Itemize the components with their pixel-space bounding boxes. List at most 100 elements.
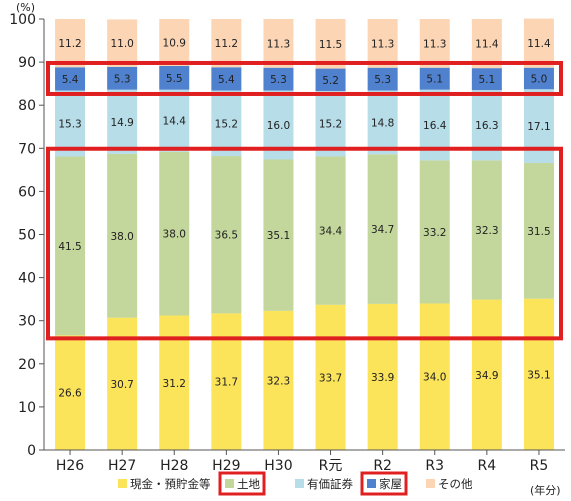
data-label: 5.3 [114, 73, 131, 85]
data-label: 11.4 [475, 39, 499, 51]
data-label: 15.2 [215, 118, 238, 130]
y-tick-label: 20 [18, 357, 36, 373]
y-tick-label: 90 [18, 55, 36, 71]
bar-segment [211, 19, 242, 68]
bar-segment [211, 156, 242, 314]
legend-label: 有価証券 [307, 477, 353, 491]
data-label: 41.5 [58, 241, 81, 253]
data-label: 5.4 [218, 74, 235, 86]
bar-segment [471, 19, 502, 69]
y-tick-label: 70 [18, 141, 36, 157]
bar-segment [55, 19, 86, 68]
data-label: 16.0 [267, 120, 290, 132]
data-label: 34.7 [371, 224, 394, 236]
x-tick-label: H27 [108, 458, 136, 474]
data-label: 11.2 [58, 38, 81, 50]
bar-segment [159, 89, 190, 152]
legend-swatch [225, 479, 234, 488]
data-label: 33.2 [423, 227, 446, 239]
legend-label: 家屋 [379, 477, 402, 491]
bar-segment [55, 90, 86, 157]
legend-swatch [426, 479, 435, 488]
data-label: 10.9 [163, 37, 186, 49]
bar-segment [159, 19, 190, 66]
highlight-box [46, 146, 563, 341]
data-label: 16.3 [475, 120, 498, 132]
bar-segment [107, 66, 138, 90]
bar-segment [159, 65, 190, 90]
bar-segment [211, 90, 242, 157]
bar-segment [419, 303, 450, 450]
data-label: 36.5 [215, 230, 238, 242]
y-tick-label: 10 [18, 400, 36, 416]
bars [55, 18, 554, 450]
data-label: 34.0 [423, 372, 446, 384]
data-label: 33.9 [371, 372, 394, 384]
y-tick-label: 80 [18, 98, 36, 114]
data-label: 5.3 [374, 74, 391, 86]
highlight-boxes [46, 60, 563, 341]
bar-segment [419, 67, 450, 90]
bar-segment [159, 151, 190, 316]
bar-segment [523, 298, 554, 450]
data-label: 31.2 [163, 378, 186, 390]
x-tick-label: R元 [319, 458, 343, 474]
x-tick-label: H30 [264, 458, 292, 474]
y-tick-label: 100 [9, 12, 36, 28]
bar-segment [315, 90, 346, 157]
y-tick-label: 60 [18, 184, 36, 200]
y-tick-label: 0 [27, 443, 36, 459]
data-label: 16.4 [423, 120, 447, 132]
bar-segment [107, 153, 138, 318]
data-label: 11.3 [267, 38, 290, 50]
y-tick-label: 30 [18, 314, 36, 330]
data-label: 5.1 [478, 74, 495, 86]
legend-highlight-box [360, 471, 408, 496]
legend: 現金・預貯金等 土地 有価証券 家屋 その他 [118, 471, 473, 496]
bar-segment [107, 19, 138, 67]
bar-segment [367, 19, 398, 68]
data-label: 11.3 [371, 38, 394, 50]
x-tick-label: R5 [530, 458, 549, 474]
x-tick-label: R4 [478, 458, 497, 474]
bar-segment [315, 68, 346, 91]
x-tick-label: H29 [212, 458, 240, 474]
data-label: 15.3 [58, 119, 81, 131]
legend-swatch [367, 479, 376, 488]
legend-label: その他 [438, 477, 473, 491]
x-tick-label: H26 [56, 458, 84, 474]
bar-segment [55, 335, 86, 450]
data-label: 31.7 [215, 377, 238, 389]
data-label: 34.4 [319, 226, 343, 238]
bar-segment [263, 159, 294, 311]
bar-segment [523, 67, 554, 90]
bar-segment [211, 313, 242, 450]
bar-segment [367, 154, 398, 304]
x-tick-label: R3 [425, 458, 444, 474]
data-label: 11.0 [110, 38, 133, 50]
legend-label: 現金・預貯金等 [130, 477, 211, 491]
y-unit-label: (%) [16, 1, 35, 14]
x-tick-label: H28 [160, 458, 188, 474]
data-label: 34.9 [475, 370, 498, 382]
bar-segment [55, 67, 86, 91]
bar-segment [523, 18, 554, 68]
bar-segment [107, 89, 138, 154]
data-label: 5.4 [62, 74, 79, 86]
bar-segment [471, 160, 502, 300]
data-label: 32.3 [267, 375, 290, 387]
data-label: 14.9 [110, 117, 133, 129]
data-label: 5.5 [166, 73, 183, 85]
bar-segment [263, 67, 294, 91]
legend-highlight-box [218, 471, 266, 496]
legend-swatch [295, 479, 304, 488]
highlight-box [46, 60, 563, 96]
data-label: 14.4 [163, 116, 187, 128]
bar-segment [263, 310, 294, 450]
x-unit-label: (年分) [530, 483, 561, 497]
data-label: 14.8 [371, 117, 394, 129]
legend-label: 土地 [237, 477, 260, 491]
legend-swatch [118, 479, 127, 488]
bar-segment [367, 90, 398, 155]
